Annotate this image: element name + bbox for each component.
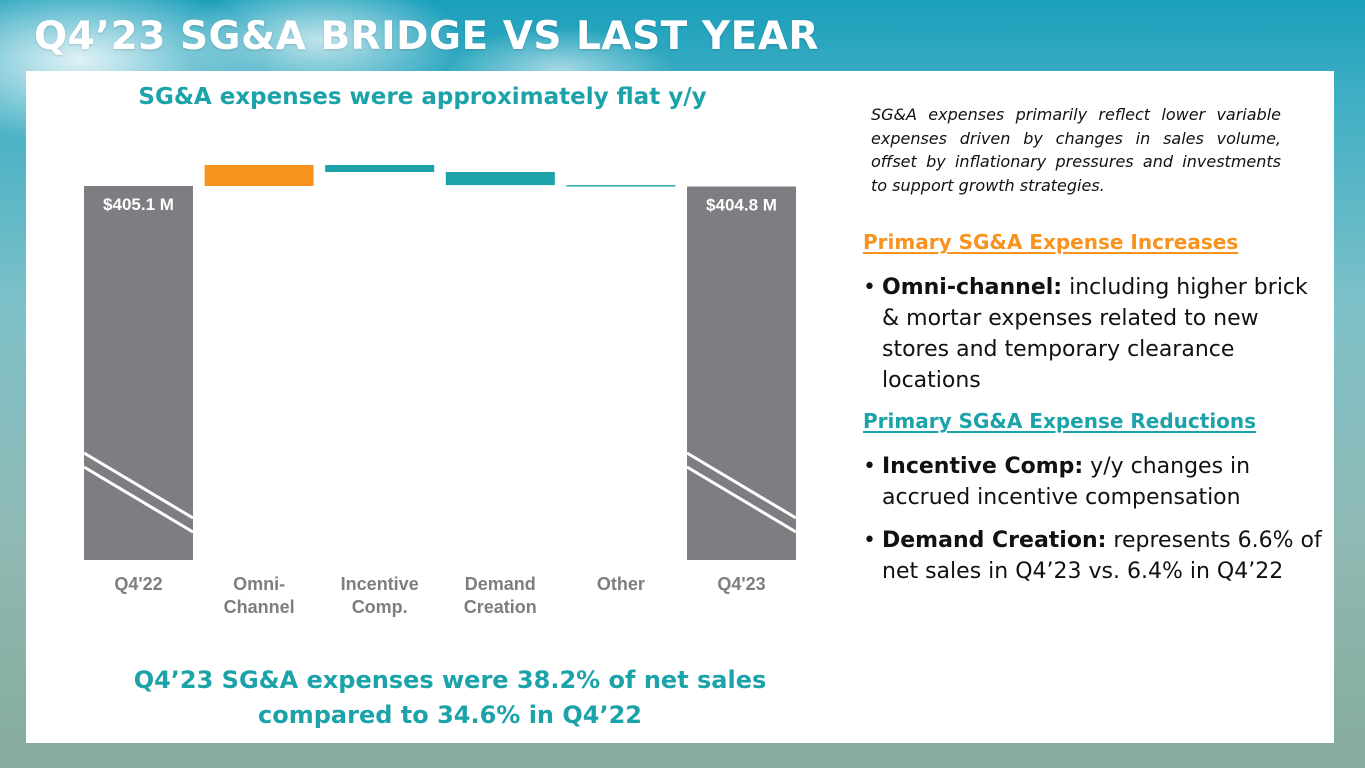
- x-tick-label-line: Q4'23: [717, 574, 765, 594]
- bullet-text: including higher brick & mortar expenses…: [882, 275, 1308, 393]
- x-tick-label-line: Channel: [224, 597, 295, 617]
- x-tick-label-line: Comp.: [352, 597, 408, 617]
- reductions-heading: Primary SG&A Expense Reductions: [863, 409, 1257, 433]
- axis-break-mark: [686, 465, 797, 534]
- chart-footer: Q4’23 SG&A expenses were 38.2% of net sa…: [100, 663, 800, 733]
- x-tick-label-line: Other: [597, 574, 645, 594]
- bullet-dot: •: [863, 528, 876, 553]
- bar-incentive-comp: [325, 165, 435, 172]
- increase-bullet: • Omni-channel: including higher brick &…: [863, 272, 1323, 396]
- bar-demand-creation: [445, 172, 555, 186]
- x-tick-label: Q4'23: [717, 574, 765, 594]
- x-tick-label-line: Incentive: [341, 574, 419, 594]
- x-tick-label-line: Creation: [464, 597, 537, 617]
- x-tick-label-line: Demand: [465, 574, 536, 594]
- axis-break-mark: [83, 465, 194, 534]
- reduction-bullet: • Demand Creation: represents 6.6% of ne…: [863, 525, 1323, 587]
- reduction-bullet: • Incentive Comp: y/y changes in accrued…: [863, 451, 1323, 513]
- bar-other: [566, 185, 676, 187]
- waterfall-chart: $405.1 M $404.8 M Q4'22 Omni- Channel Incent…: [83, 165, 797, 617]
- increases-heading: Primary SG&A Expense Increases: [863, 230, 1239, 254]
- axis-break-mark: [83, 451, 194, 520]
- data-label: $404.8 M: [706, 196, 777, 215]
- bar-q4-22: [84, 186, 193, 560]
- bullet-bold: Incentive Comp:: [882, 454, 1084, 479]
- footer-line-2: compared to 34.6% in Q4’22: [258, 701, 642, 729]
- bullet-bold: Omni-channel:: [882, 275, 1063, 300]
- bullet-dot: •: [863, 275, 876, 300]
- x-tick-label: Q4'22: [114, 574, 162, 594]
- bullet-text: y/y changes in accrued incentive compens…: [882, 454, 1251, 510]
- page-title: Q4’23 SG&A BRIDGE VS LAST YEAR: [34, 14, 819, 59]
- bar-omni-channel: [204, 165, 314, 186]
- x-tick-label: Omni- Channel: [224, 574, 295, 617]
- x-tick-label-line: Omni-: [233, 574, 285, 594]
- x-tick-label: Incentive Comp.: [341, 574, 419, 617]
- commentary-note: SG&A expenses primarily reflect lower va…: [871, 105, 1281, 195]
- x-tick-label: Other: [597, 574, 645, 594]
- footer-line-1: Q4’23 SG&A expenses were 38.2% of net sa…: [133, 666, 767, 694]
- x-tick-label-line: Q4'22: [114, 574, 162, 594]
- bullet-bold: Demand Creation:: [882, 528, 1107, 553]
- axis-break-mark: [686, 451, 797, 520]
- bullet-text: represents 6.6% of net sales in Q4’23 vs…: [882, 528, 1322, 584]
- x-tick-label: Demand Creation: [464, 574, 537, 617]
- chart-title: SG&A expenses were approximately flat y/…: [138, 84, 707, 110]
- bullet-dot: •: [863, 454, 876, 479]
- data-label: $405.1 M: [103, 195, 174, 214]
- bar-q4-23: [687, 186, 796, 560]
